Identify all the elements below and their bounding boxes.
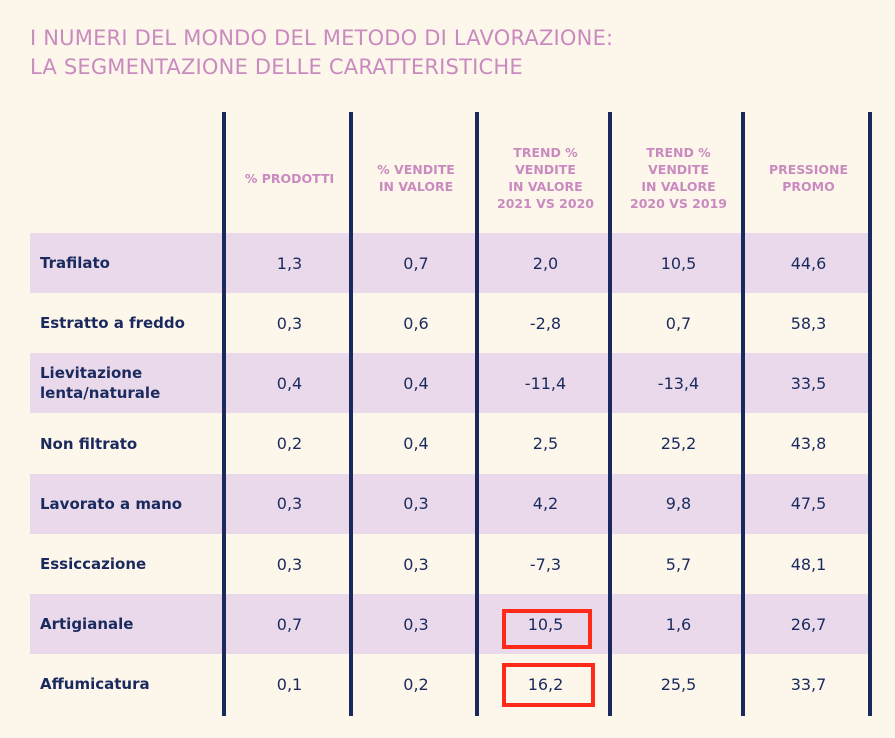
row-label: Non filtrato	[40, 414, 137, 474]
table-cell: 58,3	[790, 313, 827, 333]
column-header: TREND % VENDITE IN VALORE 2021 VS 2020	[481, 130, 610, 226]
table-cell: 4,2	[532, 494, 559, 514]
row-label: Lavorato a mano	[40, 474, 182, 534]
page-title: I NUMERI DEL MONDO DEL METODO DI LAVORAZ…	[30, 24, 613, 82]
column-header-line: PRESSIONE	[768, 162, 849, 177]
row-label-line: Trafilato	[40, 254, 110, 272]
table-row: Lievitazione lenta/naturale 0,4 0,4 -11,4 -13…	[30, 353, 870, 414]
column-divider	[741, 112, 745, 716]
table-row: Lavorato a mano 0,3 0,3 4,2 9,8 47,5	[30, 473, 870, 534]
column-header-line: 2021 VS 2020	[497, 196, 594, 211]
table-cell: 0,4	[403, 434, 429, 454]
table-cell: 0,6	[403, 313, 429, 333]
row-label-line: Non filtrato	[40, 434, 138, 453]
table-cell: 0,3	[276, 313, 303, 333]
table-cell: 0,1	[276, 674, 303, 694]
table-cell: 0,3	[403, 554, 429, 574]
column-header-line: PROMO	[782, 179, 835, 194]
column-divider	[608, 112, 612, 716]
table-cell: -11,4	[524, 373, 567, 393]
highlight-box	[502, 663, 595, 707]
table-cell: 10,5	[527, 614, 564, 634]
table-cell: -13,4	[657, 373, 700, 393]
table-cell: 0,3	[403, 614, 429, 634]
row-label: Estratto a freddo	[40, 293, 185, 353]
table-cell: 1,6	[665, 614, 692, 634]
table-cell: 0,4	[276, 373, 303, 393]
table-cell: 0,2	[276, 434, 303, 454]
table-cell: 0,2	[403, 674, 429, 694]
column-header: TREND % VENDITE IN VALORE 2020 VS 2019	[614, 130, 743, 226]
row-label-line: Affumicatura	[40, 675, 150, 694]
column-header-line: IN VALORE	[378, 179, 454, 194]
table-cell: 33,5	[790, 373, 827, 393]
column-header-line: TREND %	[513, 145, 578, 160]
table-row: Trafilato 1,3 0,7 2,0 10,5 44,6	[30, 233, 870, 293]
table-cell: 0,3	[403, 494, 429, 514]
column-header-line: VENDITE	[515, 162, 576, 177]
column-divider	[868, 112, 872, 716]
column-header-line: TREND %	[646, 145, 711, 160]
column-divider	[222, 112, 226, 716]
table-row: Non filtrato 0,2 0,4 2,5 25,2 43,8	[30, 414, 870, 474]
column-divider	[349, 112, 353, 716]
table-cell: 5,7	[665, 554, 692, 574]
table-cell: 2,0	[532, 253, 559, 273]
table-cell: 44,6	[790, 253, 827, 273]
title-line-2: LA SEGMENTAZIONE DELLE CARATTERISTICHE	[30, 55, 523, 79]
column-header-line: % PRODOTTI	[244, 170, 335, 186]
table-cell: 10,5	[660, 253, 697, 273]
table-cell: 1,3	[276, 253, 303, 273]
column-header-line: 2020 VS 2019	[630, 196, 727, 211]
row-label: Trafilato	[40, 233, 110, 293]
table-cell: 9,8	[665, 494, 692, 514]
row-label-line: Essiccazione	[40, 555, 147, 573]
title-line-1: I NUMERI DEL MONDO DEL METODO DI LAVORAZ…	[30, 26, 614, 50]
table-cell: 48,1	[790, 554, 827, 574]
column-header: PRESSIONE PROMO	[747, 130, 870, 226]
highlight-box	[502, 609, 592, 649]
table-cell: 0,4	[403, 373, 429, 393]
column-header-line: % VENDITE	[377, 162, 455, 177]
table-cell: 43,8	[790, 434, 827, 454]
column-header: % PRODOTTI	[228, 130, 351, 226]
table-cell: 0,3	[276, 554, 303, 574]
table-cell: 0,3	[276, 494, 303, 514]
table-row: Affumicatura 0,1 0,2 16,2 25,5 33,7	[30, 654, 870, 714]
row-label: Lievitazione lenta/naturale	[40, 353, 160, 413]
column-header-line: VENDITE	[648, 162, 709, 177]
table-cell: 16,2	[527, 674, 564, 694]
table-cell: 25,5	[660, 674, 697, 694]
table-row: Artigianale 0,7 0,3 10,5 1,6 26,7	[30, 594, 870, 655]
table-cell: -2,8	[529, 313, 562, 333]
table-cell: 0,7	[276, 614, 303, 634]
table-cell: 47,5	[790, 494, 827, 514]
row-label-line: Lavorato a mano	[40, 494, 183, 513]
table-cell: 0,7	[665, 313, 692, 333]
table-row: Estratto a freddo 0,3 0,6 -2,8 0,7 58,3	[30, 293, 870, 353]
row-label-line: Lievitazione	[40, 364, 143, 383]
row-label: Essiccazione	[40, 534, 146, 594]
table-cell: 25,2	[660, 434, 697, 454]
table-cell: 2,5	[532, 434, 559, 454]
row-label-line: Artigianale	[40, 615, 134, 634]
column-divider	[475, 112, 479, 716]
column-header: % VENDITE IN VALORE	[355, 130, 477, 226]
column-header-line: IN VALORE	[641, 179, 716, 194]
row-label-line: lenta/naturale	[40, 384, 161, 403]
table-cell: 33,7	[790, 674, 827, 694]
row-label: Affumicatura	[40, 654, 150, 714]
row-label-line: Estratto a freddo	[40, 314, 185, 333]
row-label: Artigianale	[40, 594, 133, 654]
table-cell: 26,7	[790, 614, 827, 634]
table-row: Essiccazione 0,3 0,3 -7,3 5,7 48,1	[30, 534, 870, 594]
column-header-line: IN VALORE	[508, 179, 583, 194]
table-cell: 0,7	[403, 253, 429, 273]
table-cell: -7,3	[529, 554, 562, 574]
